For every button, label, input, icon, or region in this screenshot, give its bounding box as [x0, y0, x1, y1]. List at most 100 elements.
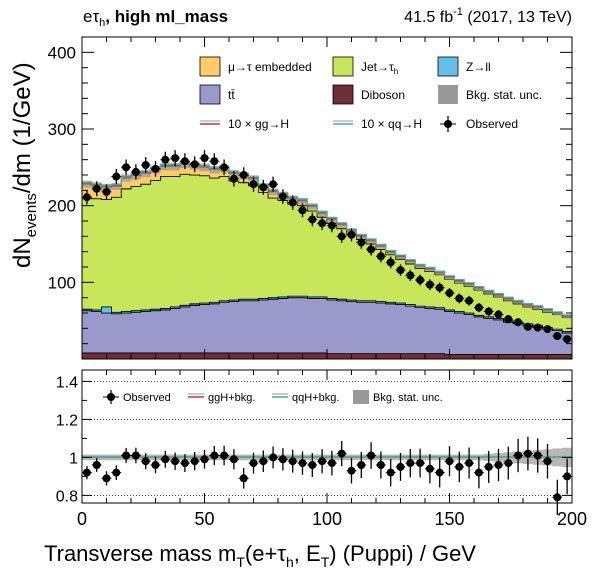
- ratio-point: [102, 474, 111, 483]
- observed-point: [190, 160, 199, 169]
- x-title-met: , E: [294, 541, 321, 566]
- stat-unc-band: [532, 306, 543, 310]
- observed-point: [220, 163, 229, 172]
- ratio-point: [239, 474, 248, 483]
- legend-label-data: Observed: [466, 117, 518, 131]
- legend-label-qqh: 10 × qq→H: [361, 117, 422, 131]
- ratio-content: [82, 380, 572, 515]
- legend-marker: [444, 120, 452, 128]
- legend-label-ggh: 10 × gg→H: [228, 117, 289, 131]
- ratio-point: [141, 457, 150, 466]
- observed-point: [367, 245, 376, 254]
- x-title-mid: (e+τ: [245, 541, 286, 566]
- ratio-point: [220, 451, 229, 460]
- ratio-point: [190, 457, 199, 466]
- observed-point: [112, 172, 121, 181]
- y-tick-label: 300: [48, 120, 76, 139]
- observed-point: [465, 296, 474, 305]
- ratio-point: [249, 459, 258, 468]
- ratio-point: [386, 468, 395, 477]
- ratio-point: [112, 468, 121, 477]
- ratio-point: [180, 459, 189, 468]
- legend-swatch-diboson: [332, 84, 354, 105]
- channel-title: eτh, high ml_mass: [83, 7, 228, 29]
- stat-unc-band: [111, 183, 122, 190]
- observed-point: [92, 184, 101, 193]
- stat-unc-band: [82, 180, 92, 188]
- ratio-legend-label-data: Observed: [123, 392, 171, 404]
- observed-point: [122, 163, 131, 172]
- y-tick-label: 400: [48, 43, 76, 62]
- ratio-point: [494, 461, 503, 469]
- ratio-y-tick-label: 0.8: [56, 488, 78, 505]
- observed-point: [171, 154, 180, 163]
- ratio-point: [347, 466, 356, 475]
- stat-unc-band: [170, 162, 180, 171]
- observed-point: [249, 180, 258, 189]
- ratio-point: [82, 468, 91, 477]
- ratio-point: [533, 451, 542, 460]
- ratio-point: [396, 462, 405, 471]
- observed-point: [239, 171, 248, 179]
- ratio-axes: 0.8 1 1.2 1.4 0 50 100 150 200: [56, 370, 587, 529]
- ratio-legend-label-ggh: ggH+bkg.: [208, 392, 255, 404]
- observed-point: [259, 183, 268, 192]
- stat-unc-band: [307, 203, 318, 210]
- ratio-point: [151, 461, 160, 469]
- channel-subscript: h: [99, 17, 105, 29]
- stat-unc-band: [297, 197, 308, 205]
- ratio-point: [484, 462, 493, 471]
- observed-point: [82, 193, 91, 202]
- ratio-point: [357, 461, 366, 469]
- observed-point: [523, 322, 532, 331]
- observed-point: [337, 232, 346, 241]
- legend-label-embedded: μ→τ embedded: [228, 60, 312, 74]
- signal-line-qqh: [82, 161, 572, 316]
- ratio-point: [406, 459, 415, 468]
- stat-unc-band: [434, 271, 445, 275]
- ratio-legend-label-stat: Bkg. stat. unc.: [373, 392, 443, 404]
- observed-point: [200, 154, 209, 163]
- observed-point: [484, 307, 493, 316]
- observed-point: [298, 206, 307, 215]
- observed-point: [425, 280, 434, 289]
- stat-unc-band: [513, 300, 523, 304]
- stat-unc-band: [503, 297, 514, 301]
- x-title-metsub: T: [321, 554, 330, 570]
- observed-point: [553, 332, 562, 340]
- stat-unc-band: [366, 238, 376, 244]
- ratio-point: [210, 451, 219, 460]
- stat-unc-band: [523, 303, 533, 307]
- legend-label-zll: Z→ll: [466, 60, 491, 74]
- ratio-y-tick-label: 1: [69, 450, 78, 467]
- y-tick-label: 200: [48, 197, 76, 216]
- ratio-legend: Observed ggH+bkg. qqH+bkg. Bkg. stat. unc.: [103, 390, 443, 404]
- observed-point: [543, 325, 552, 334]
- observed-point: [288, 198, 297, 207]
- stacked-histogram: [81, 160, 573, 360]
- observed-point: [327, 221, 336, 230]
- ratio-point: [318, 457, 327, 466]
- ratio-point: [308, 461, 317, 469]
- x-title-tail: ) (Puppi) / GeV: [329, 541, 476, 566]
- ratio-point: [514, 451, 523, 460]
- stat-unc-band: [562, 315, 572, 319]
- legend-swatch-ttbar: [199, 84, 221, 105]
- stat-unc-band: [268, 188, 278, 196]
- observed-point: [308, 215, 317, 224]
- ratio-point: [288, 457, 297, 466]
- observed-points: [82, 150, 572, 344]
- observed-point: [269, 180, 278, 189]
- observed-point: [318, 219, 327, 228]
- ratio-point: [298, 459, 307, 468]
- lumi-superscript: -1: [453, 6, 463, 18]
- lumi-label: 41.5 fb-1 (2017, 13 TeV): [404, 6, 572, 26]
- observed-point: [161, 155, 170, 164]
- ratio-point: [327, 459, 336, 468]
- y-title-main: dN: [9, 237, 36, 268]
- x-tick-label: 100: [312, 509, 342, 529]
- observed-point: [494, 310, 503, 319]
- ratio-point: [376, 461, 385, 469]
- stat-unc-band: [199, 163, 210, 172]
